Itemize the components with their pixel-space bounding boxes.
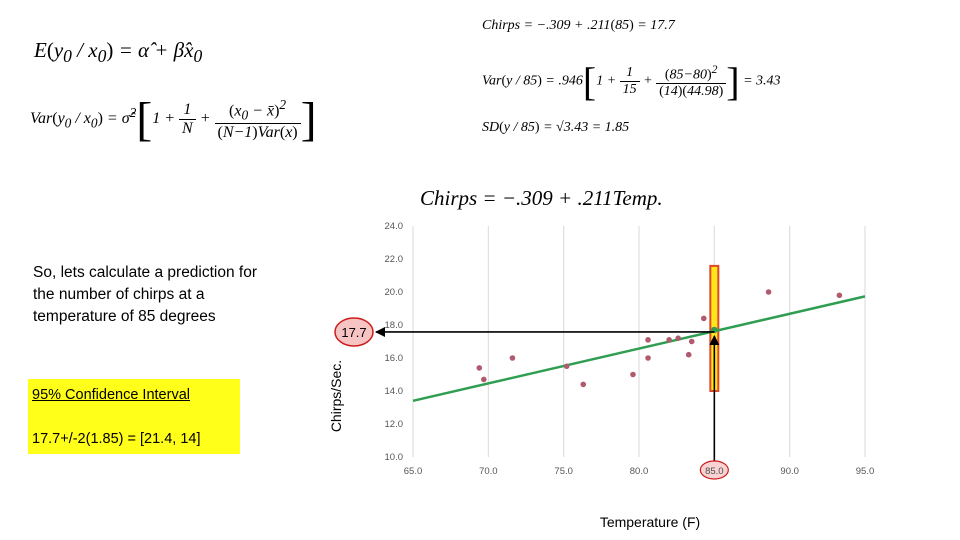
expected-value-formula: E(y0 / x0) = α̂ + β̂x0 [34,38,203,67]
data-point [630,371,636,378]
data-point [481,376,487,383]
y-tick-label: 12.0 [385,419,404,430]
data-point [476,365,483,371]
regression-line [412,295,866,403]
y-tick-label: 16.0 [385,353,404,364]
x-tick-label: 90.0 [780,466,799,477]
data-point [688,338,695,345]
y-tick-label: 22.0 [385,254,404,265]
y-tick-label: 10.0 [385,452,404,463]
x-tick-label: 95.0 [856,466,875,477]
y-tick-label: 18.0 [385,320,404,331]
data-point [580,381,587,388]
sd-calculation: SD(y / 85) = √3.43 = 1.85 [482,120,630,135]
data-point [509,355,516,361]
data-point [765,289,772,295]
confidence-interval-value: 17.7+/-2(1.85) = [21.4, 14] [32,431,201,447]
y-tick-label: 24.0 [385,221,404,232]
confidence-interval-box: 95% Confidence Interval 17.7+/-2(1.85) =… [28,379,240,454]
data-point [645,355,651,361]
x-tick-label: 80.0 [630,466,649,477]
x-tick-label: 75.0 [554,466,573,477]
chart-title: Chirps = −.309 + .211Temp. [420,186,663,210]
variance-calculation: Var(y / 85) = .946[1 + 1 15 + (85−80)2 (14… [482,59,781,104]
x-tick-label: 65.0 [404,466,423,477]
confidence-interval-title: 95% Confidence Interval [32,387,190,403]
data-point [666,337,672,343]
data-point [645,337,651,343]
data-point [685,351,692,358]
x-tick-label-highlighted: 85.0 [705,466,724,477]
x-tick-label: 70.0 [479,466,498,477]
y-tick-label: 20.0 [385,287,404,298]
data-point [700,315,707,322]
predicted-value-callout [334,317,374,347]
data-point [563,363,570,370]
data-point [836,292,843,299]
data-point [675,335,681,342]
predicted-value-label: 17.7 [341,325,366,340]
y-tick-label: 14.0 [385,386,404,397]
x-axis-label: Temperature (F) [599,514,701,530]
x-tick-highlight [699,460,729,480]
intro-text: So, lets calculate a prediction for the … [33,264,258,325]
chirps-calculation: Chirps = −.309 + .211(85) = 17.7 [482,18,675,33]
